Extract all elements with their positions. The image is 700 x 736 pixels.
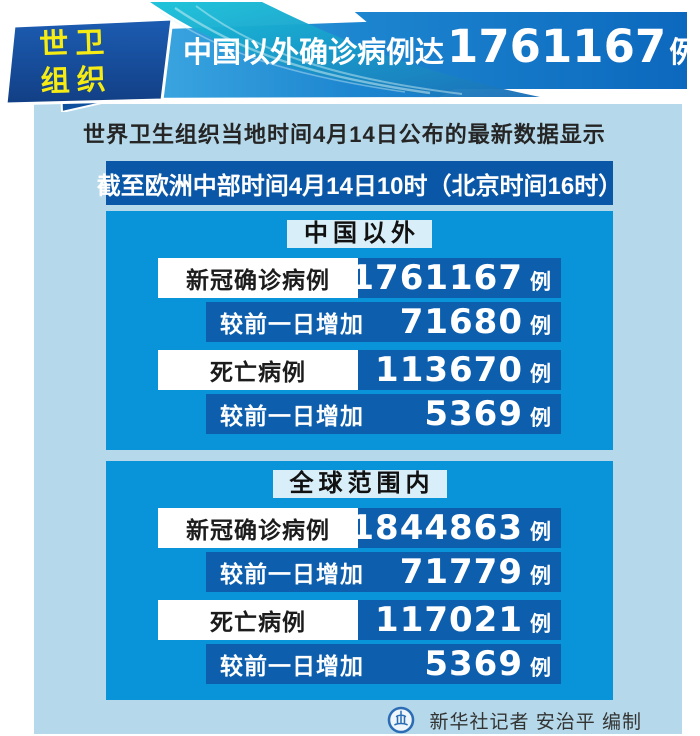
content-area: 世界卫生组织当地时间4月14日公布的最新数据显示 截至欧洲中部时间4月14日10… [34,104,682,734]
stat-number: 117021 [375,600,523,640]
stat-label: 死亡病例 [158,350,358,390]
banner-title-suffix: 例 [669,37,699,69]
stat-unit: 例 [530,565,551,588]
stat-row-confirmed: 新冠确诊病例 1844863 例 [158,508,561,548]
stat-row-deaths-increase: 较前一日增加 5369 例 [206,644,561,684]
stat-label: 较前一日增加 [220,311,364,337]
stat-row-confirmed: 新冠确诊病例 1761167 例 [158,258,561,298]
stat-unit: 例 [530,521,551,544]
stat-row-confirmed-increase: 较前一日增加 71680 例 [206,302,561,342]
stat-value-box: 5369 例 [424,394,551,434]
stat-number: 1761167 [350,258,523,298]
stat-number: 71779 [399,552,523,592]
stat-unit: 例 [530,657,551,680]
stat-row-deaths-increase: 较前一日增加 5369 例 [206,394,561,434]
stat-number: 71680 [399,302,523,342]
panel-badge: 中国以外 [287,220,432,248]
stat-unit: 例 [530,363,551,386]
banner-title-number: 1761167 [447,20,667,73]
who-label-shape [4,17,174,106]
stat-number: 5369 [424,394,523,434]
stats-panel-outside-china: 中国以外 新冠确诊病例 1761167 例 较前一日增加 71680 例 死亡病… [106,211,613,450]
stat-label: 较前一日增加 [220,653,364,679]
xinhua-logo-icon [388,706,415,734]
banner-title: 中国以外确诊病例达 1761167 例 [183,20,698,86]
stat-number: 1844863 [350,508,523,548]
stat-value-box: 71779 例 [400,552,551,592]
stat-value-box: 5369 例 [424,644,551,684]
stat-label: 较前一日增加 [220,403,364,429]
stat-value-box: 117021 例 [358,600,561,640]
panel-badge: 全球范围内 [272,470,447,498]
swoosh-ribbon-shape [150,2,540,97]
stat-unit: 例 [530,613,551,636]
stat-row-deaths: 死亡病例 113670 例 [158,350,561,390]
stat-row-deaths: 死亡病例 117021 例 [158,600,561,640]
footer: 新华社记者 安治平 编制 [34,704,642,736]
time-bar-text: 截至欧洲中部时间4月14日10时（北京时间16时） [96,172,623,200]
stat-label: 新冠确诊病例 [158,508,358,548]
stat-label: 新冠确诊病例 [158,258,358,298]
stat-unit: 例 [530,271,551,294]
stat-unit: 例 [530,407,551,430]
stats-panel-global: 全球范围内 新冠确诊病例 1844863 例 较前一日增加 71779 例 死亡… [106,461,613,700]
stat-value-box: 1761167 例 [350,258,561,298]
masthead-decoration [4,2,689,112]
who-label-line1: 世卫 [38,26,112,62]
stat-label: 死亡病例 [158,600,358,640]
credit-text: 新华社记者 安治平 编制 [429,711,642,733]
banner-title-prefix: 中国以外确诊病例达 [183,37,445,69]
masthead: 世卫 组织 中国以外确诊病例达 1761167 例 [0,0,700,112]
who-label-line2: 组织 [40,63,114,99]
who-ribbon-label: 世卫 组织 [39,25,114,101]
stat-value-box: 71680 例 [400,302,551,342]
stat-number: 5369 [424,644,523,684]
stat-unit: 例 [530,315,551,338]
stat-value-box: 113670 例 [358,350,561,390]
intro-text: 世界卫生组织当地时间4月14日公布的最新数据显示 [83,122,606,147]
time-bar: 截至欧洲中部时间4月14日10时（北京时间16时） [97,161,622,205]
stat-label: 较前一日增加 [220,561,364,587]
stat-number: 113670 [375,350,523,390]
stat-value-box: 1844863 例 [350,508,561,548]
stat-row-confirmed-increase: 较前一日增加 71779 例 [206,552,561,592]
